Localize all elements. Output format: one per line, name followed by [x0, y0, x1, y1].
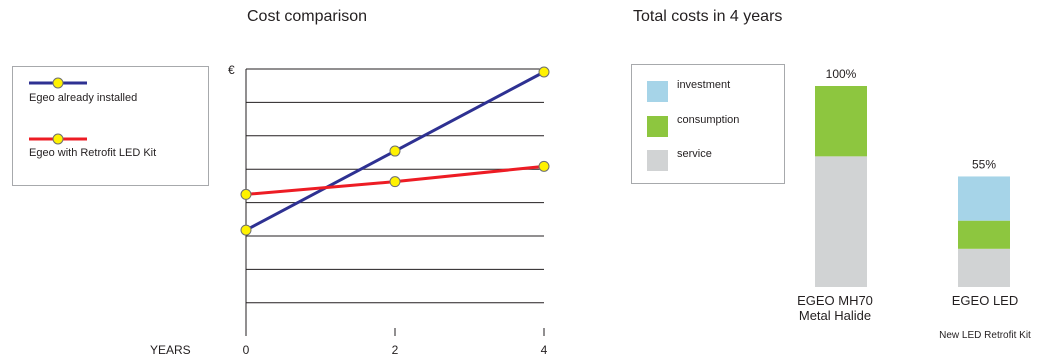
data-point-retrofit-1	[389, 176, 401, 188]
bar-category-1-line1: EGEO MH70	[797, 293, 873, 308]
line-chart-legend: Egeo already installed Egeo with Retrofi…	[12, 66, 209, 186]
x-tick-label-0: 0	[243, 343, 250, 357]
bar-chart-legend: investment consumption service	[631, 64, 785, 184]
data-point-retrofit-0	[240, 188, 252, 200]
bar-segment-consumption-1	[958, 220, 1010, 249]
data-point-retrofit-2	[538, 160, 550, 172]
legend-label-service: service	[677, 148, 712, 160]
legend-label-retrofit: Egeo with Retrofit LED Kit	[29, 147, 157, 159]
x-axis-label: YEARS	[150, 343, 191, 357]
data-point-installed-2	[538, 66, 550, 78]
legend-swatch-investment	[647, 81, 668, 102]
bar-total-label-1: 55%	[972, 157, 996, 171]
bar-category-1-line2: Metal Halide	[798, 308, 872, 323]
legend-marker-retrofit	[52, 133, 64, 145]
legend-label-investment: investment	[677, 79, 731, 91]
bar-segment-consumption-0	[815, 86, 867, 157]
legend-swatch-service	[647, 150, 668, 171]
bar-category-label-2: EGEO LED	[935, 293, 1035, 308]
legend-swatch-consumption	[647, 116, 668, 137]
bar-category-2-line1: EGEO LED	[951, 293, 1019, 308]
legend-label-installed: Egeo already installed	[29, 92, 138, 104]
line-chart-title: Cost comparison	[247, 8, 368, 25]
bar-segment-service-0	[815, 156, 867, 287]
data-point-installed-0	[240, 224, 252, 236]
x-tick-label-1: 2	[392, 343, 399, 357]
bar-segment-service-1	[958, 248, 1010, 287]
x-tick-label-2: 4	[541, 343, 548, 357]
bar-total-label-0: 100%	[826, 67, 857, 81]
data-point-installed-1	[389, 145, 401, 157]
bar-chart-title: Total costs in 4 years	[633, 8, 783, 25]
bar-category-sublabel-2: New LED Retrofit Kit	[939, 330, 1031, 341]
bar-category-label-1: EGEO MH70 Metal Halide	[788, 293, 882, 323]
legend-label-consumption: consumption	[677, 114, 740, 126]
bar-segment-investment-1	[958, 176, 1010, 221]
legend-marker-installed	[52, 77, 64, 89]
legend-markers	[29, 77, 87, 145]
y-axis-label: €	[228, 63, 235, 77]
